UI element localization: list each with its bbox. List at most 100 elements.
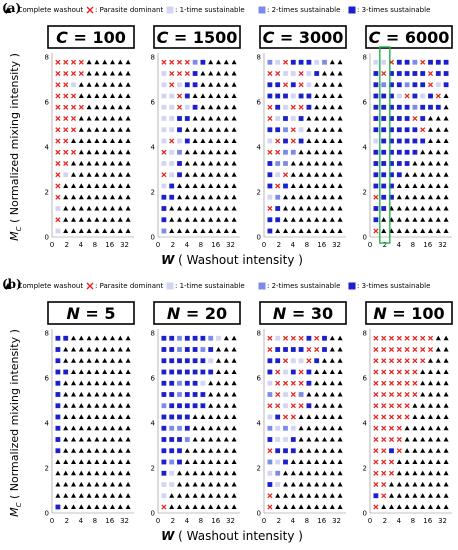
data-point bbox=[389, 104, 394, 110]
data-point bbox=[169, 470, 175, 476]
data-point bbox=[216, 346, 221, 352]
data-point bbox=[63, 217, 69, 222]
data-point bbox=[55, 335, 61, 341]
x-tick-label: 8 bbox=[411, 241, 415, 249]
data-point bbox=[373, 470, 379, 476]
y-tick-label: 6 bbox=[363, 375, 368, 383]
data-point bbox=[161, 138, 167, 144]
subplot-title-box bbox=[47, 301, 135, 325]
data-point bbox=[404, 93, 410, 99]
data-point bbox=[389, 71, 394, 76]
data-point bbox=[177, 183, 182, 188]
data-point bbox=[216, 183, 221, 188]
data-point bbox=[428, 172, 433, 177]
data-point bbox=[412, 470, 418, 476]
data-point bbox=[306, 459, 312, 464]
data-point bbox=[86, 138, 92, 143]
data-point bbox=[290, 335, 296, 341]
subplot: C = 100 0 2 4 6 8 0 2 4 8 16 32 bbox=[45, 25, 135, 249]
data-point bbox=[184, 437, 190, 442]
data-point bbox=[184, 459, 190, 464]
data-point bbox=[117, 459, 123, 464]
data-point bbox=[298, 194, 304, 200]
data-point bbox=[373, 358, 379, 364]
data-point bbox=[298, 228, 304, 233]
data-point bbox=[443, 59, 449, 65]
data-point bbox=[192, 436, 198, 442]
data-point bbox=[388, 414, 395, 420]
data-point bbox=[161, 482, 167, 487]
data-point bbox=[412, 414, 418, 419]
data-point bbox=[110, 115, 115, 121]
data-point bbox=[86, 59, 92, 65]
data-point bbox=[86, 493, 92, 498]
data-point bbox=[290, 127, 296, 133]
y-tick-label: 0 bbox=[151, 510, 155, 518]
data-point bbox=[125, 172, 131, 177]
data-point bbox=[443, 504, 449, 509]
data-point bbox=[231, 104, 237, 110]
data-point bbox=[314, 414, 320, 419]
data-point bbox=[161, 206, 167, 211]
data-point bbox=[381, 403, 387, 409]
data-point bbox=[267, 70, 273, 77]
panel-a: (a): Complete washout: Parasite dominant… bbox=[2, 1, 453, 267]
data-point bbox=[117, 205, 123, 211]
data-point bbox=[298, 217, 304, 222]
data-point bbox=[396, 459, 402, 464]
data-point bbox=[267, 380, 273, 386]
data-point bbox=[322, 504, 327, 509]
data-point bbox=[396, 59, 402, 65]
data-point bbox=[381, 504, 387, 509]
data-point bbox=[306, 470, 312, 476]
data-point bbox=[306, 115, 312, 121]
data-point bbox=[55, 425, 61, 431]
data-point bbox=[125, 335, 131, 341]
x-tick-label: 32 bbox=[332, 517, 341, 525]
data-point bbox=[177, 448, 182, 454]
subplot: N = 20 0 2 4 6 8 0 2 4 8 16 32 bbox=[151, 301, 241, 525]
data-point bbox=[200, 194, 206, 200]
data-point bbox=[290, 380, 296, 386]
data-point bbox=[200, 104, 206, 110]
data-point bbox=[322, 369, 327, 374]
data-point bbox=[110, 448, 115, 453]
data-point bbox=[298, 205, 304, 211]
data-point bbox=[428, 504, 433, 509]
data-point bbox=[373, 194, 379, 200]
data-point bbox=[322, 127, 327, 132]
data-point bbox=[86, 425, 92, 431]
data-point bbox=[267, 425, 273, 431]
data-point bbox=[420, 172, 426, 177]
data-point bbox=[78, 346, 84, 352]
data-point bbox=[337, 138, 343, 143]
y-tick-label: 6 bbox=[363, 99, 368, 107]
data-point bbox=[86, 335, 92, 341]
data-point bbox=[110, 183, 115, 188]
data-point bbox=[177, 335, 182, 341]
data-point bbox=[63, 59, 69, 65]
data-point bbox=[86, 183, 92, 188]
legend-item: : 1-time sustainable bbox=[166, 282, 245, 290]
data-point bbox=[443, 138, 449, 143]
data-point bbox=[337, 414, 343, 419]
data-point bbox=[216, 172, 221, 177]
x-tick-label: 8 bbox=[305, 517, 309, 525]
data-point bbox=[396, 504, 402, 509]
data-point bbox=[102, 138, 108, 143]
data-point bbox=[337, 481, 343, 487]
data-point bbox=[86, 194, 92, 200]
data-point bbox=[428, 205, 433, 211]
data-point bbox=[322, 459, 327, 464]
data-point bbox=[314, 403, 320, 408]
data-point bbox=[329, 436, 335, 442]
data-point bbox=[396, 493, 402, 498]
data-point bbox=[306, 414, 312, 419]
data-point bbox=[404, 161, 410, 166]
data-point bbox=[110, 403, 115, 408]
data-point bbox=[216, 160, 221, 166]
data-point bbox=[125, 504, 131, 509]
data-point bbox=[216, 380, 221, 386]
data-point bbox=[169, 437, 175, 442]
data-point bbox=[94, 59, 100, 65]
